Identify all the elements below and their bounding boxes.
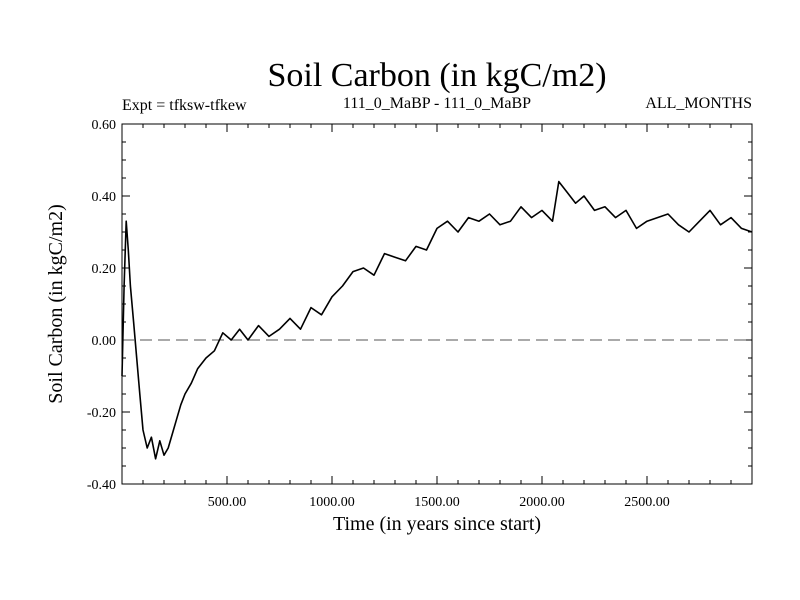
y-tick-label: -0.40: [87, 478, 116, 493]
months-label: ALL_MONTHS: [645, 95, 752, 112]
x-tick-label: 2500.00: [624, 495, 670, 510]
minor-ticks: [122, 124, 752, 484]
y-tick-label: 0.40: [92, 190, 117, 205]
x-axis: 500.00 1000.00 1500.00 2000.00 2500.00: [208, 124, 670, 510]
y-tick-label: -0.20: [87, 406, 116, 421]
y-tick-label: 0.00: [92, 334, 117, 349]
x-tick-label: 2000.00: [519, 495, 565, 510]
y-tick-label: 0.20: [92, 262, 117, 277]
chart-title: Soil Carbon (in kgC/m2): [267, 57, 606, 94]
x-axis-label: Time (in years since start): [333, 513, 541, 535]
x-tick-label: 500.00: [208, 495, 247, 510]
plot-area: [121, 123, 753, 485]
experiment-label: Expt = tfksw-tfkew: [122, 97, 247, 114]
x-tick-label: 1500.00: [414, 495, 460, 510]
x-tick-label: 1000.00: [309, 495, 355, 510]
y-axis-label: Soil Carbon (in kgC/m2): [45, 204, 67, 403]
soil-carbon-series-line: [121, 180, 753, 460]
y-axis: -0.40 -0.20 0.00 0.20 0.40 0.60: [87, 118, 752, 493]
y-tick-label: 0.60: [92, 118, 117, 133]
period-label: 111_0_MaBP - 111_0_MaBP: [343, 95, 531, 112]
